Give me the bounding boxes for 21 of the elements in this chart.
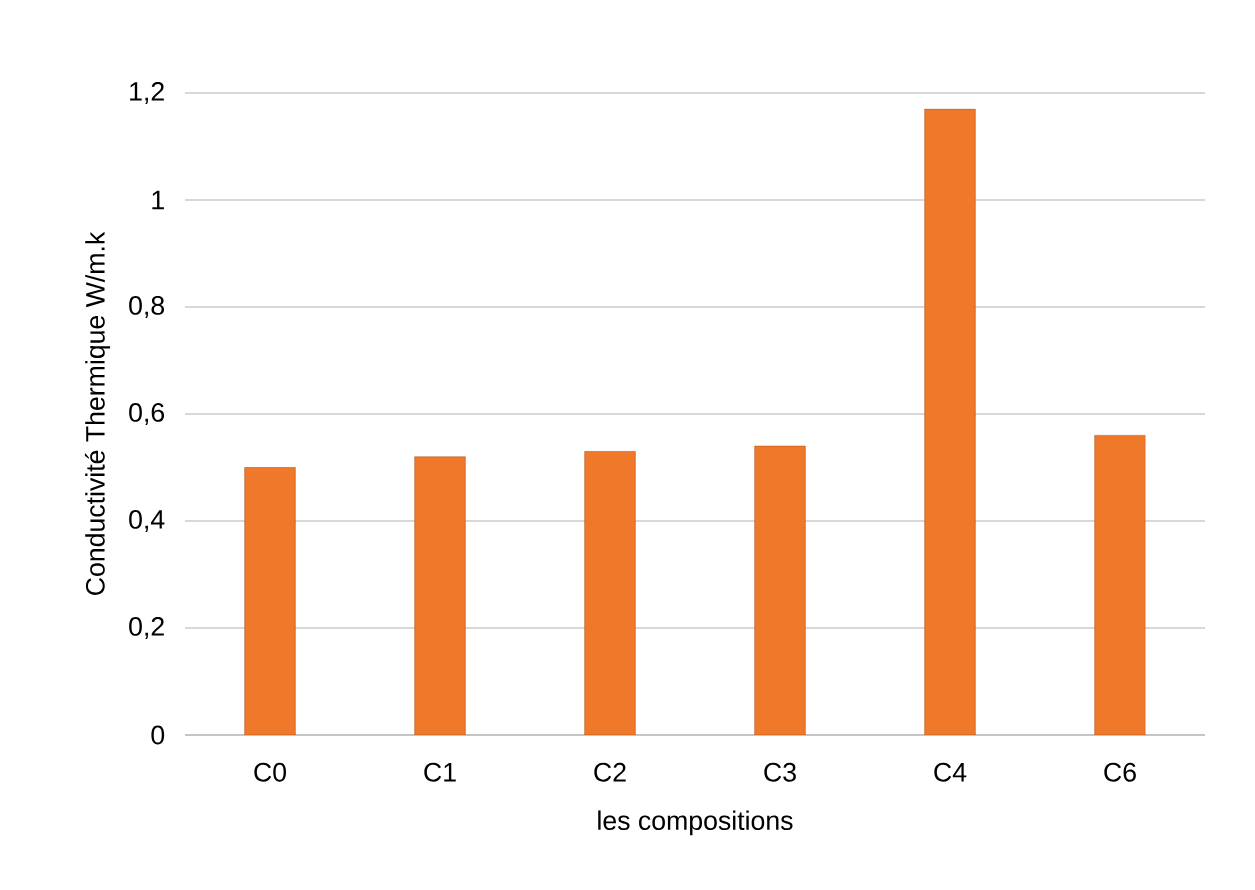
y-tick-label: 1 — [152, 190, 164, 210]
y-tick-label: 0 — [151, 725, 165, 745]
x-axis-title: les compositions — [598, 810, 793, 836]
y-tick-label: 0,6 — [129, 402, 165, 426]
y-tick-label: 1,2 — [130, 81, 164, 105]
y-tick-label: 0,8 — [129, 295, 165, 319]
bar — [754, 445, 806, 735]
y-tick-label: 0,4 — [129, 509, 165, 533]
x-tick-label: C3 — [764, 762, 796, 782]
bar — [414, 456, 466, 735]
y-axis-title: Conductivité Thermique W/m.k — [84, 231, 111, 595]
x-tick-label: C0 — [254, 762, 286, 782]
bar — [584, 451, 636, 735]
x-tick-label: C1 — [424, 762, 456, 782]
bar — [1094, 435, 1146, 735]
x-tick-label: C2 — [594, 762, 626, 782]
x-tick-label: C6 — [1104, 762, 1136, 782]
x-tick-label: C4 — [934, 762, 967, 782]
bar — [924, 108, 976, 735]
y-tick-label: 0,2 — [129, 616, 164, 640]
bar — [244, 467, 296, 735]
